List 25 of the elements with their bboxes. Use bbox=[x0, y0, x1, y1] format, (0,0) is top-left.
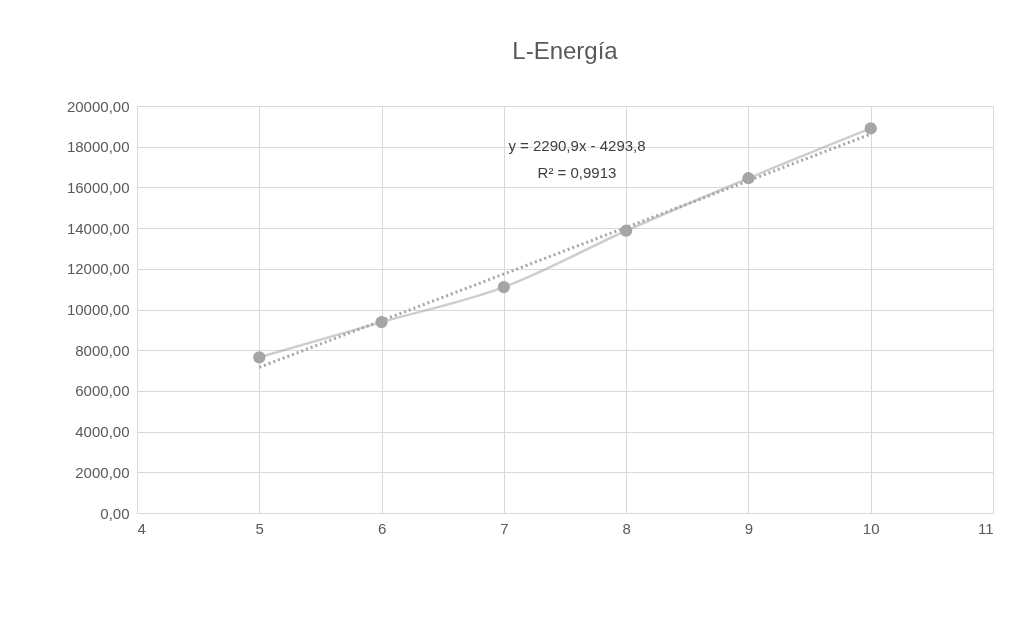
y-tick-label: 4000,00 bbox=[75, 423, 130, 441]
y-tick-label: 10000,00 bbox=[66, 301, 130, 318]
point bbox=[497, 281, 510, 294]
x-tick-label: 10 bbox=[862, 519, 880, 537]
point bbox=[864, 122, 877, 135]
y-tick-label: 0,00 bbox=[100, 504, 130, 522]
y-tick-label: 14000,00 bbox=[66, 219, 130, 237]
y-tick-label: 12000,00 bbox=[66, 260, 130, 278]
x-tick-label: 7 bbox=[500, 519, 509, 537]
x-tick-label: 5 bbox=[255, 519, 264, 537]
chart-title: L-Energía bbox=[512, 37, 619, 64]
annotation: R² = 0,9913 bbox=[537, 164, 617, 181]
x-tick-label: 11 bbox=[977, 519, 994, 537]
annotation: y = 2290,9x - 4293,8 bbox=[508, 137, 646, 154]
x-tick-label: 9 bbox=[744, 519, 754, 537]
y-tick-label: 16000,00 bbox=[66, 178, 130, 196]
x-tick-label: 4 bbox=[137, 519, 146, 537]
y-tick-label: 8000,00 bbox=[75, 341, 130, 359]
y-tick-label: 20000,00 bbox=[66, 97, 130, 115]
x-tick-label: 8 bbox=[622, 519, 631, 537]
y-tick-label: 6000,00 bbox=[75, 382, 130, 400]
y-tick-label: 18000,00 bbox=[66, 138, 130, 156]
y-tick-label: 2000,00 bbox=[75, 463, 130, 481]
point bbox=[253, 351, 266, 364]
x-tick-label: 6 bbox=[377, 519, 387, 537]
